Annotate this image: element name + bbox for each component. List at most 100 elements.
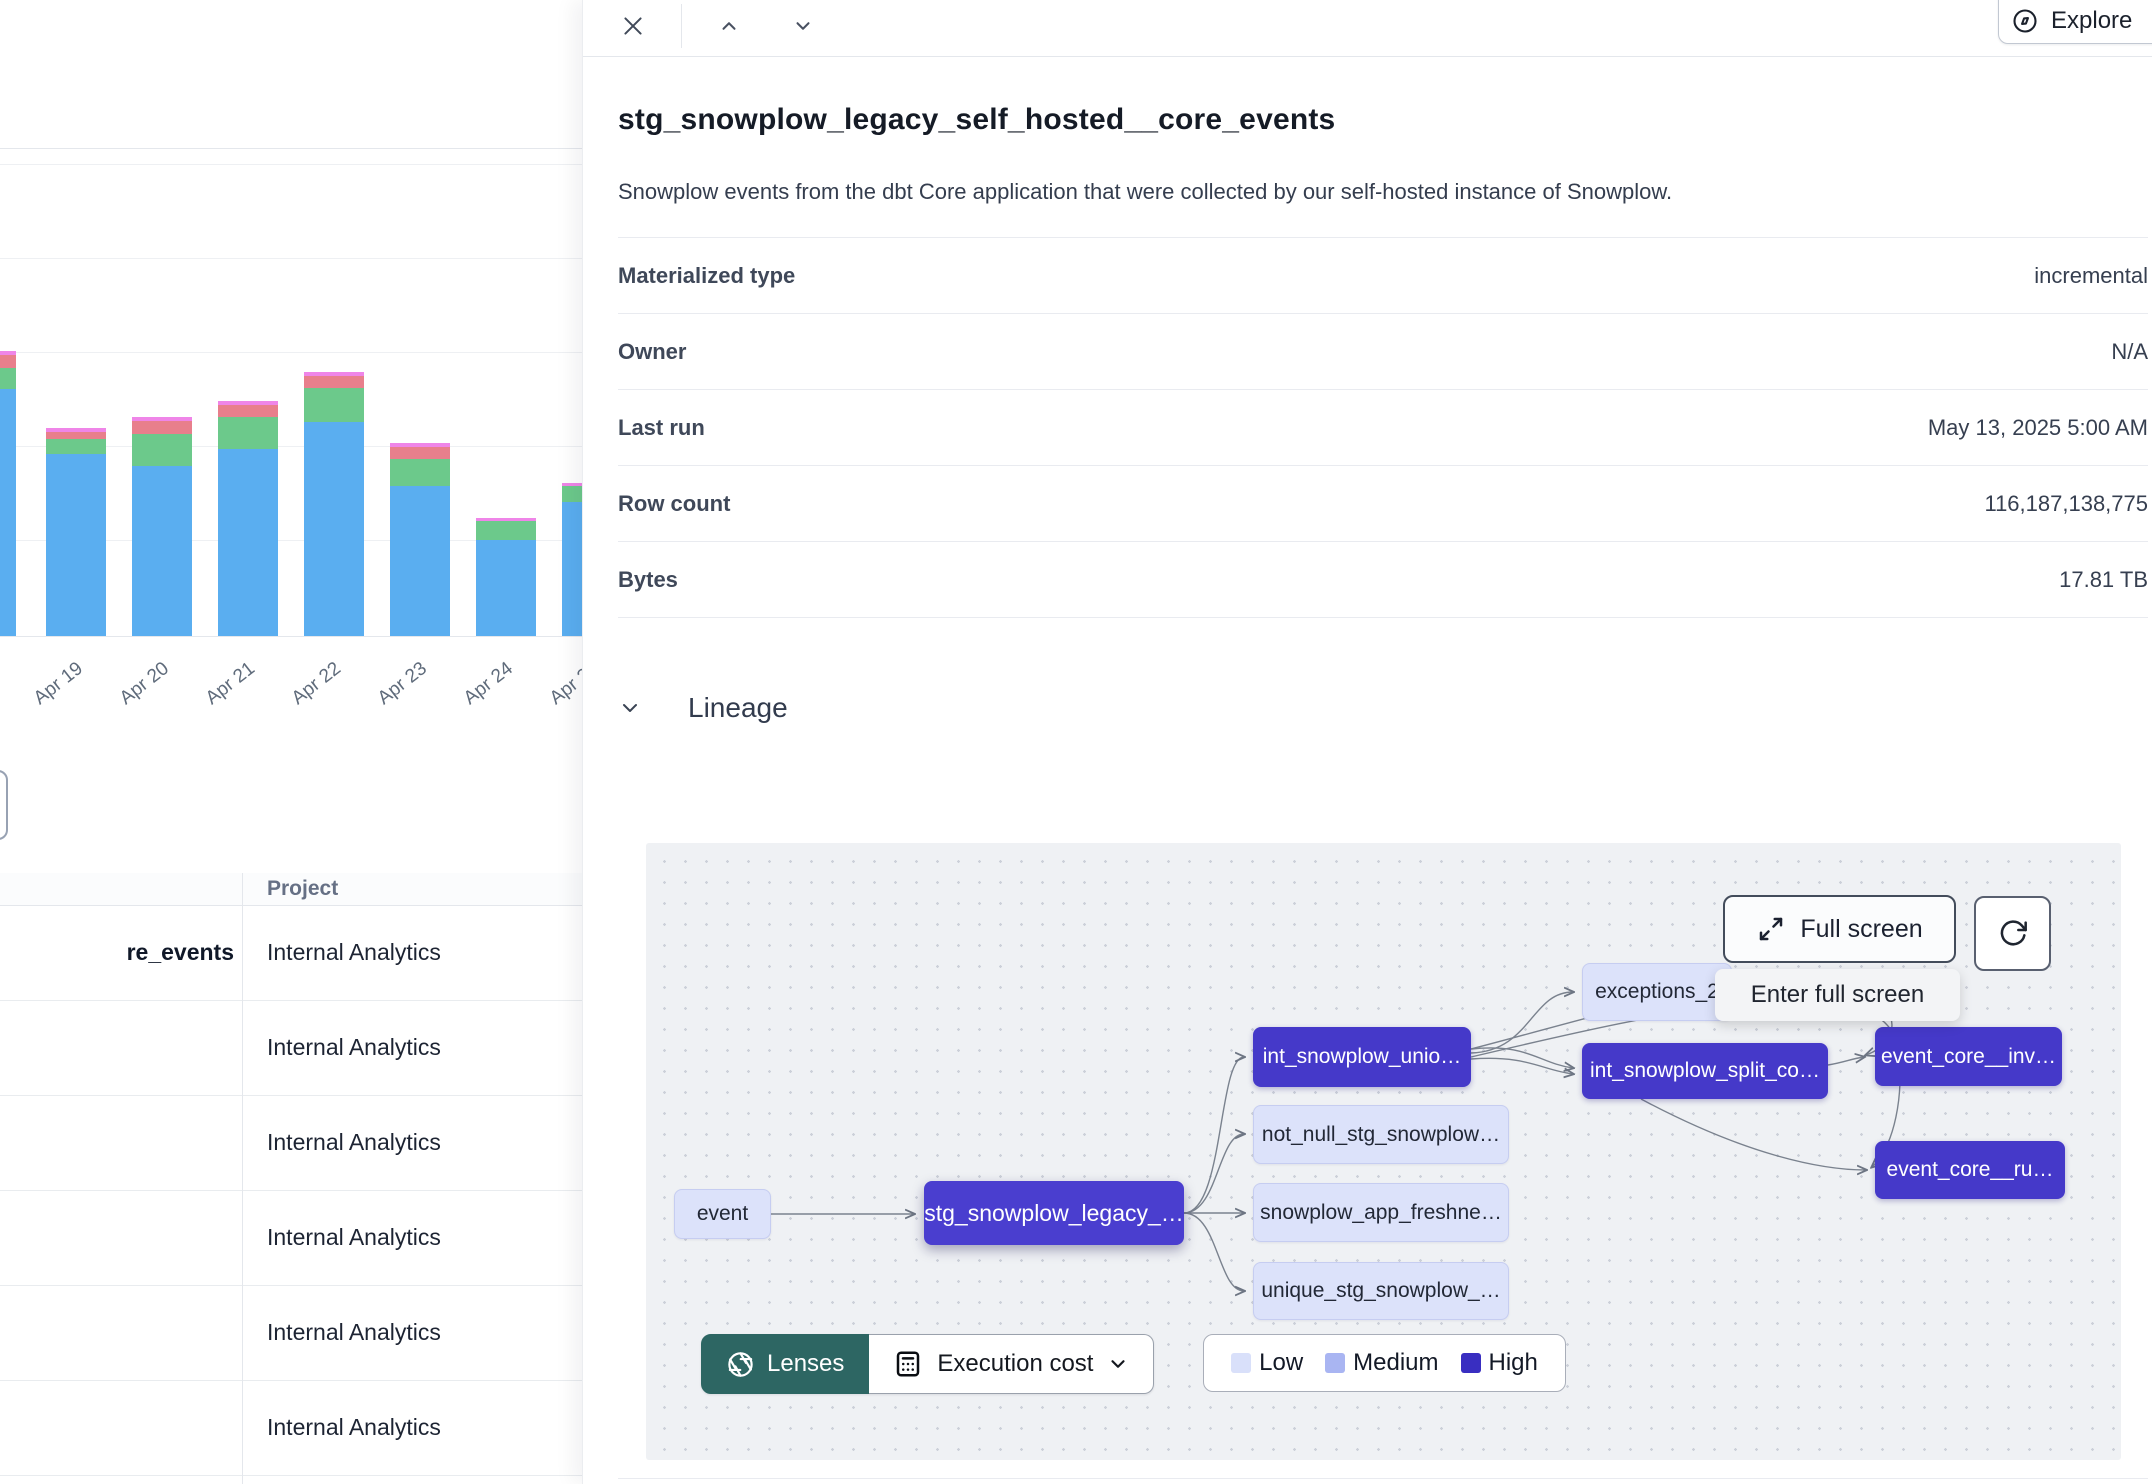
lenses-button[interactable]: Lenses — [701, 1334, 870, 1394]
stacked-bar[interactable] — [0, 351, 16, 636]
refresh-lineage-button[interactable] — [1974, 896, 2051, 971]
previous-item-button[interactable] — [711, 8, 747, 44]
refresh-icon — [1997, 918, 2029, 950]
chart-axis-line — [0, 636, 582, 637]
legend-swatch — [1460, 1353, 1481, 1373]
lineage-canvas[interactable]: event stg_snowplow_legacy_… int_snowplow… — [646, 843, 2121, 1460]
chevron-down-icon — [1107, 1353, 1129, 1375]
model-description: Snowplow events from the dbt Core applic… — [618, 179, 1673, 204]
bar-segment-green — [132, 434, 192, 466]
stacked-bar[interactable] — [218, 401, 278, 636]
model-name-cell — [0, 1285, 242, 1381]
table-row[interactable]: Internal Analytics — [0, 1000, 582, 1096]
panel-toolbar: Explore — [583, 0, 2152, 57]
x-axis-label: Apr 24 — [459, 658, 517, 710]
table-row[interactable]: re_events Internal Analytics — [0, 905, 582, 1001]
legend-swatch — [1231, 1353, 1252, 1373]
lineage-collapse-chevron-icon[interactable] — [618, 696, 642, 720]
lenses-control-group: Lenses Execution cost — [701, 1334, 1155, 1394]
chart-gridline — [0, 164, 582, 165]
explore-button[interactable]: Explore — [1998, 0, 2152, 44]
lineage-node-event[interactable]: event — [674, 1189, 771, 1239]
metadata-label: Last run — [618, 414, 705, 440]
bar-segment-blue — [46, 454, 106, 636]
lineage-node-inv[interactable]: event_core__inv… — [1875, 1027, 2062, 1086]
x-axis-label: Apr 22 — [287, 658, 345, 710]
model-name-cell — [0, 1095, 242, 1191]
close-icon — [620, 13, 646, 39]
model-name-cell: re_events — [0, 905, 242, 1001]
close-button[interactable] — [611, 4, 655, 48]
bar-segment-blue — [0, 389, 16, 636]
next-item-button[interactable] — [785, 8, 821, 44]
bar-segment-red — [304, 376, 364, 388]
bar-segment-pink — [0, 351, 16, 355]
bar-segment-blue — [132, 466, 192, 636]
chart-gridline — [0, 540, 582, 541]
cost-legend: Low Medium High — [1203, 1334, 1566, 1392]
bar-segment-blue — [218, 449, 278, 636]
chevron-up-icon — [718, 15, 740, 37]
bar-segment-red — [0, 355, 16, 368]
table-row[interactable]: Internal Analytics — [0, 1380, 582, 1476]
bar-segment-pink — [304, 372, 364, 376]
lineage-node-split[interactable]: int_snowplow_split_co… — [1582, 1043, 1828, 1099]
table-row[interactable]: Internal Analytics — [0, 1095, 582, 1191]
table-row[interactable]: Internal Analytics — [0, 1285, 582, 1381]
full-screen-button[interactable]: Full screen — [1723, 895, 1956, 963]
metadata-label: Owner — [618, 338, 687, 364]
lineage-node-unique[interactable]: unique_stg_snowplow_… — [1253, 1262, 1509, 1320]
metadata-value: incremental — [2034, 262, 2148, 288]
project-column-header: Project — [242, 873, 582, 906]
bar-segment-pink — [132, 417, 192, 421]
metadata-value: 17.81 TB — [2059, 566, 2148, 592]
section-divider — [618, 237, 2148, 238]
x-axis-label: Apr 23 — [373, 658, 431, 710]
lineage-node-exceptions[interactable]: exceptions_2 — [1582, 963, 1732, 1021]
x-axis-label: Apr 20 — [115, 658, 173, 710]
execution-cost-label: Execution cost — [937, 1350, 1094, 1377]
full-screen-tooltip: Enter full screen — [1715, 969, 1960, 1021]
lineage-section-title: Lineage — [688, 692, 788, 723]
metadata-value: N/A — [2111, 338, 2148, 364]
compass-icon — [2011, 7, 2039, 35]
dashboard-background: Apr 19 Apr 20 Apr 21 Apr 22 — [0, 0, 622, 1484]
clipped-button-fragment[interactable] — [0, 770, 8, 840]
stacked-bar[interactable] — [132, 417, 192, 636]
bar-segment-red — [46, 432, 106, 439]
lineage-node-freshness[interactable]: snowplow_app_freshne… — [1253, 1183, 1509, 1242]
model-column-header — [0, 873, 242, 906]
bar-segment-pink — [46, 428, 106, 432]
execution-cost-dropdown[interactable]: Execution cost — [869, 1334, 1155, 1394]
legend-label: Medium — [1353, 1349, 1439, 1376]
bar-segment-green — [0, 368, 16, 389]
full-screen-label: Full screen — [1800, 914, 1923, 943]
lineage-node-stg[interactable]: stg_snowplow_legacy_… — [924, 1181, 1184, 1245]
bar-segment-blue — [476, 540, 536, 636]
lineage-node-unio[interactable]: int_snowplow_unio… — [1253, 1027, 1471, 1087]
project-cell: Internal Analytics — [242, 1190, 582, 1286]
project-cell: Internal Analytics — [242, 1000, 582, 1096]
stacked-bar[interactable] — [304, 372, 364, 636]
model-detail-panel: Explore stg_snowplow_legacy_self_hosted_… — [582, 0, 2152, 1484]
stacked-bar[interactable] — [476, 518, 536, 636]
bar-segment-red — [390, 447, 450, 459]
page-title: stg_snowplow_legacy_self_hosted__core_ev… — [618, 103, 1336, 136]
bar-segment-blue — [304, 422, 364, 636]
metadata-label: Bytes — [618, 566, 678, 592]
legend-label: Low — [1259, 1349, 1304, 1376]
stacked-bar[interactable] — [390, 443, 450, 636]
table-row[interactable]: Internal Analytics — [0, 1190, 582, 1286]
models-table: Project re_events Internal Analytics Int… — [0, 873, 582, 1476]
lineage-node-ru[interactable]: event_core__ru… — [1875, 1141, 2065, 1199]
table-column-divider — [242, 873, 243, 1484]
bar-segment-pink — [218, 401, 278, 405]
stacked-bar[interactable] — [46, 428, 106, 636]
chevron-down-icon — [792, 15, 814, 37]
metadata-value: May 13, 2025 5:00 AM — [1927, 414, 2148, 440]
bar-segment-green — [304, 388, 364, 422]
lineage-node-notnull[interactable]: not_null_stg_snowplow… — [1253, 1105, 1509, 1164]
legend-item: High — [1460, 1349, 1538, 1377]
bar-segment-green — [476, 521, 536, 540]
model-name-cell — [0, 1380, 242, 1476]
